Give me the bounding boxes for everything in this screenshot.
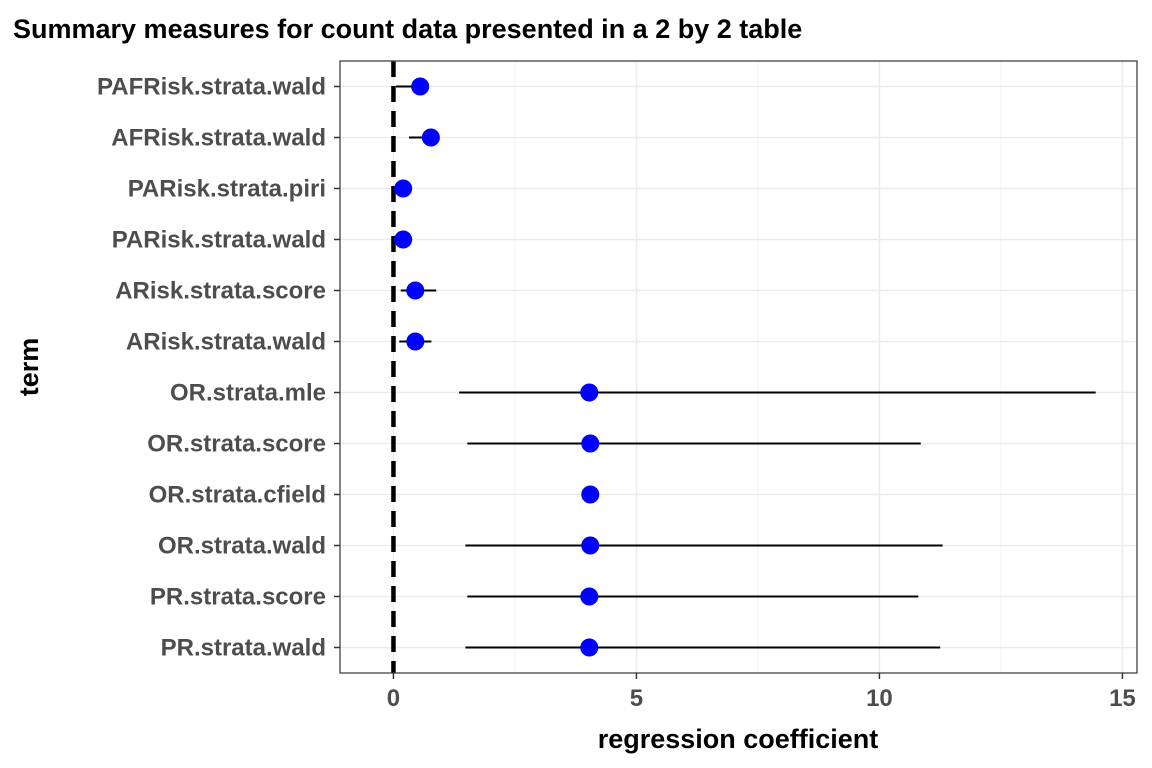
y-tick-label: PR.strata.wald [161, 635, 326, 662]
estimate-point [580, 638, 599, 657]
y-tick-label: OR.strata.mle [170, 380, 326, 407]
estimate-point [581, 536, 600, 555]
y-tick-label: ARisk.strata.wald [126, 329, 326, 356]
estimate-point [581, 434, 600, 453]
x-axis-title: regression coefficient [598, 724, 879, 754]
y-tick-label: OR.strata.cfield [149, 482, 326, 509]
y-tick-label: PARisk.strata.piri [128, 176, 326, 203]
estimate-point [394, 179, 413, 198]
x-tick-label: 5 [630, 685, 643, 712]
estimate-point [580, 587, 599, 606]
y-axis: PAFRisk.strata.wald AFRisk.strata.wald PAR… [97, 74, 340, 662]
x-tick-label: 10 [866, 685, 893, 712]
x-tick-label: 0 [387, 685, 400, 712]
y-tick-label: ARisk.strata.score [115, 278, 326, 305]
y-tick-label: OR.strata.wald [158, 533, 326, 560]
chart-title: Summary measures for count data presente… [13, 14, 802, 44]
estimate-point [394, 230, 413, 249]
y-tick-label: PARisk.strata.wald [112, 227, 326, 254]
estimate-point [411, 77, 430, 96]
chart-marks [394, 77, 1096, 657]
x-tick-label: 15 [1109, 685, 1136, 712]
y-axis-title: term [14, 338, 44, 397]
y-tick-label: OR.strata.score [147, 431, 326, 458]
plot-background [340, 61, 1137, 673]
estimate-point [581, 485, 600, 504]
y-tick-label: PAFRisk.strata.wald [97, 74, 326, 101]
y-tick-label: AFRisk.strata.wald [111, 125, 326, 152]
estimate-point [406, 332, 425, 351]
plot-border [339, 60, 1138, 674]
y-tick-label: PR.strata.score [150, 584, 326, 611]
estimate-point [421, 128, 440, 147]
x-axis: 0 5 10 15 [387, 673, 1136, 712]
estimate-point [580, 383, 599, 402]
estimate-point [406, 281, 425, 300]
